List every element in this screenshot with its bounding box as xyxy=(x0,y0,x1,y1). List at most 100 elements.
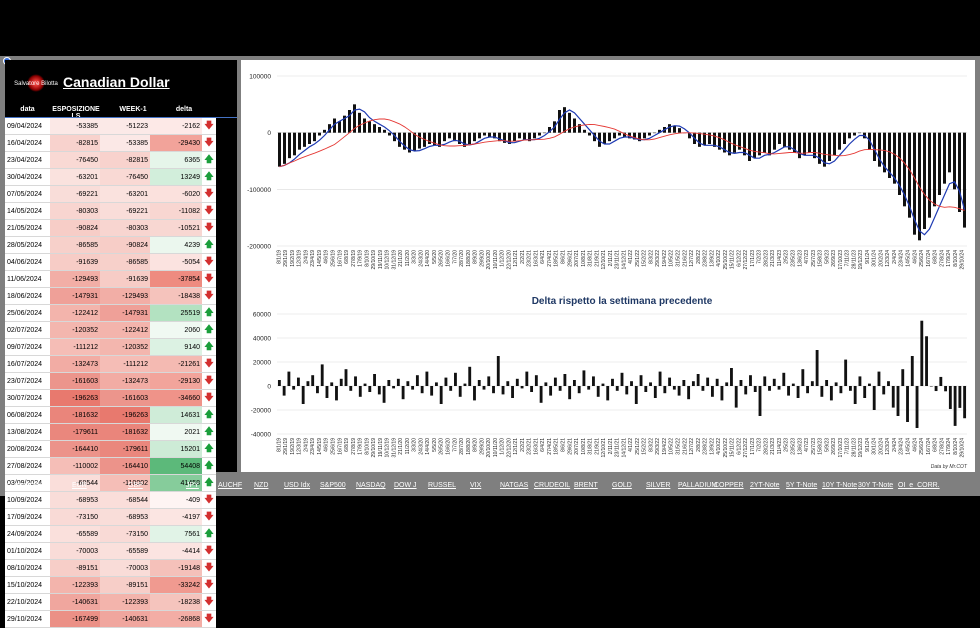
cell-delta[interactable]: -26868 xyxy=(150,610,202,628)
cell-esposizione[interactable]: -129493 xyxy=(50,270,100,288)
cell-week1[interactable]: -90824 xyxy=(100,236,150,254)
cell-week1[interactable]: -111212 xyxy=(100,355,150,373)
cell-esposizione[interactable]: -91639 xyxy=(50,253,100,271)
cell-week1[interactable]: -68544 xyxy=(100,491,150,509)
cell-esposizione[interactable]: -147931 xyxy=(50,287,100,305)
cell-delta[interactable]: 6365 xyxy=(150,151,202,169)
cell-week1[interactable]: -179611 xyxy=(100,440,150,458)
cell-week1[interactable]: -70003 xyxy=(100,559,150,577)
nav-link-copper[interactable]: COPPER xyxy=(714,482,744,489)
cell-date[interactable]: 13/08/2024 xyxy=(5,423,50,441)
cell-esposizione[interactable]: -68953 xyxy=(50,491,100,509)
cell-esposizione[interactable]: -181632 xyxy=(50,406,100,424)
cell-esposizione[interactable]: -111212 xyxy=(50,338,100,356)
nav-link-silver[interactable]: SILVER xyxy=(646,482,671,489)
cell-week1[interactable]: -122412 xyxy=(100,321,150,339)
cell-date[interactable]: 25/06/2024 xyxy=(5,304,50,322)
cell-date[interactable]: 11/06/2024 xyxy=(5,270,50,288)
cell-delta[interactable]: 54408 xyxy=(150,457,202,475)
nav-link-brent[interactable]: BRENT xyxy=(574,482,598,489)
cell-date[interactable]: 09/04/2024 xyxy=(5,118,50,135)
cell-esposizione[interactable]: -110002 xyxy=(50,457,100,475)
cell-date[interactable]: 15/10/2024 xyxy=(5,576,50,594)
cell-week1[interactable]: -76450 xyxy=(100,168,150,186)
cell-date[interactable]: 27/08/2024 xyxy=(5,457,50,475)
cell-esposizione[interactable]: -140631 xyxy=(50,593,100,611)
nav-link-gbp[interactable]: GBP xyxy=(128,482,143,489)
cell-week1[interactable]: -80303 xyxy=(100,219,150,237)
cell-delta[interactable]: 7561 xyxy=(150,525,202,543)
nav-link-oi-e-corr[interactable]: OI_e_CORR. xyxy=(898,482,940,489)
nav-link-dow-j[interactable]: DOW J xyxy=(394,482,417,489)
cell-delta[interactable]: -4197 xyxy=(150,508,202,526)
cell-delta[interactable]: -4414 xyxy=(150,542,202,560)
cell-esposizione[interactable]: -122412 xyxy=(50,304,100,322)
cell-delta[interactable]: 2021 xyxy=(150,423,202,441)
nav-link-s-p500[interactable]: S&P500 xyxy=(320,482,346,489)
cell-delta[interactable]: 25519 xyxy=(150,304,202,322)
cell-delta[interactable]: -10521 xyxy=(150,219,202,237)
cell-date[interactable]: 16/07/2024 xyxy=(5,355,50,373)
cell-week1[interactable]: -196263 xyxy=(100,406,150,424)
cell-delta[interactable]: -18238 xyxy=(150,593,202,611)
cell-delta[interactable]: -2162 xyxy=(150,118,202,135)
cell-delta[interactable]: 14631 xyxy=(150,406,202,424)
cell-esposizione[interactable]: -161603 xyxy=(50,372,100,390)
cell-delta[interactable]: 9140 xyxy=(150,338,202,356)
cell-week1[interactable]: -91639 xyxy=(100,270,150,288)
nav-link-5y-t-note[interactable]: 5Y T-Note xyxy=(786,482,818,489)
cell-esposizione[interactable]: -167499 xyxy=(50,610,100,628)
cell-week1[interactable]: -73150 xyxy=(100,525,150,543)
cell-date[interactable]: 06/08/2024 xyxy=(5,406,50,424)
cell-week1[interactable]: -164410 xyxy=(100,457,150,475)
cell-date[interactable]: 22/10/2024 xyxy=(5,593,50,611)
cell-date[interactable]: 21/05/2024 xyxy=(5,219,50,237)
cell-esposizione[interactable]: -196263 xyxy=(50,389,100,407)
cell-week1[interactable]: -69221 xyxy=(100,202,150,220)
nav-link-2yt-note[interactable]: 2YT-Note xyxy=(750,482,780,489)
cell-esposizione[interactable]: -80303 xyxy=(50,202,100,220)
cell-delta[interactable]: -6020 xyxy=(150,185,202,203)
cell-delta[interactable]: 15201 xyxy=(150,440,202,458)
cell-esposizione[interactable]: -68544 xyxy=(50,474,100,492)
cell-week1[interactable]: -122393 xyxy=(100,593,150,611)
nav-link-eur[interactable]: EUR xyxy=(72,482,87,489)
cell-delta[interactable]: 2060 xyxy=(150,321,202,339)
cell-week1[interactable]: -82815 xyxy=(100,151,150,169)
nav-link-auchf[interactable]: AUCHF xyxy=(218,482,243,489)
cell-date[interactable]: 08/10/2024 xyxy=(5,559,50,577)
nav-link-usd-idx[interactable]: USD Idx xyxy=(284,482,311,489)
cell-esposizione[interactable]: -82815 xyxy=(50,134,100,152)
cell-delta[interactable]: -37854 xyxy=(150,270,202,288)
cell-esposizione[interactable]: -63201 xyxy=(50,168,100,186)
cell-date[interactable]: 29/10/2024 xyxy=(5,610,50,628)
cell-date[interactable]: 07/05/2024 xyxy=(5,185,50,203)
cell-week1[interactable]: -65589 xyxy=(100,542,150,560)
cell-week1[interactable]: -129493 xyxy=(100,287,150,305)
cell-week1[interactable]: -110002 xyxy=(100,474,150,492)
cell-esposizione[interactable]: -73150 xyxy=(50,508,100,526)
cell-date[interactable]: 23/04/2024 xyxy=(5,151,50,169)
cell-delta[interactable]: -18438 xyxy=(150,287,202,305)
cell-esposizione[interactable]: -65589 xyxy=(50,525,100,543)
cell-week1[interactable]: -120352 xyxy=(100,338,150,356)
cell-delta[interactable]: 4239 xyxy=(150,236,202,254)
cell-esposizione[interactable]: -132473 xyxy=(50,355,100,373)
cell-delta[interactable]: -29130 xyxy=(150,372,202,390)
cell-delta[interactable]: -29430 xyxy=(150,134,202,152)
cell-date[interactable]: 10/09/2024 xyxy=(5,491,50,509)
nav-link-crudeoil[interactable]: CRUDEOIL xyxy=(534,482,571,489)
cell-date[interactable]: 03/09/2024 xyxy=(5,474,50,492)
nav-link-nasdaq[interactable]: NASDAQ xyxy=(356,482,386,489)
cell-date[interactable]: 09/07/2024 xyxy=(5,338,50,356)
cell-week1[interactable]: -63201 xyxy=(100,185,150,203)
cell-esposizione[interactable]: -164410 xyxy=(50,440,100,458)
cell-delta[interactable]: -21261 xyxy=(150,355,202,373)
cell-delta[interactable]: -19148 xyxy=(150,559,202,577)
cell-week1[interactable]: -89151 xyxy=(100,576,150,594)
cell-date[interactable]: 14/05/2024 xyxy=(5,202,50,220)
cell-esposizione[interactable]: -69221 xyxy=(50,185,100,203)
cell-week1[interactable]: -140631 xyxy=(100,610,150,628)
cell-date[interactable]: 20/08/2024 xyxy=(5,440,50,458)
cell-date[interactable]: 02/07/2024 xyxy=(5,321,50,339)
